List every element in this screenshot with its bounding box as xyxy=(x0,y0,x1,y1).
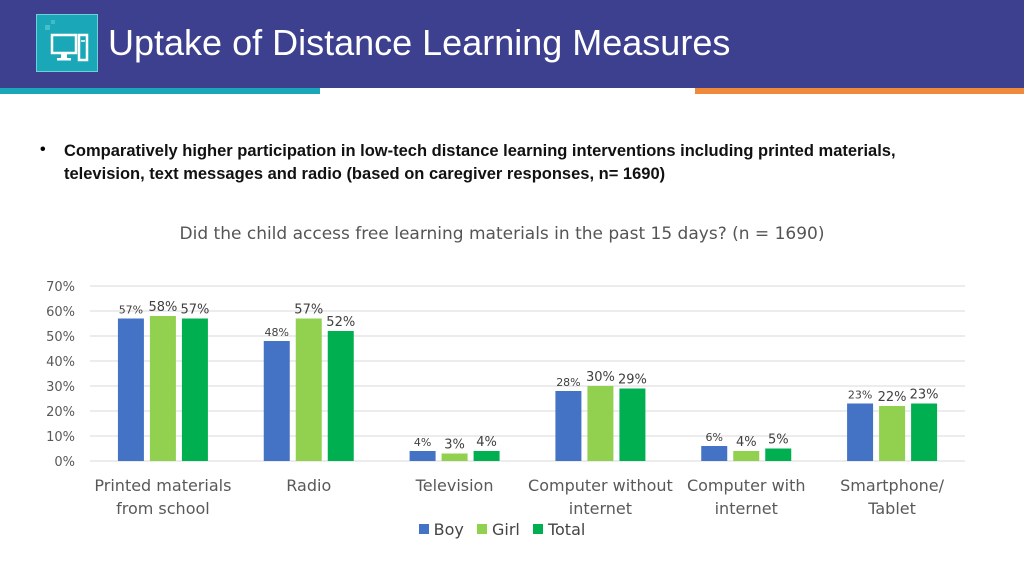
y-tick-label: 30% xyxy=(46,380,75,395)
x-tick-label: Television xyxy=(415,476,494,495)
chart-title: Did the child access free learning mater… xyxy=(179,224,825,244)
legend-swatch-girl xyxy=(476,524,487,534)
accent-bar-left xyxy=(0,88,320,94)
data-label: 30% xyxy=(586,370,615,385)
bar-girl xyxy=(295,318,322,461)
bar-boy xyxy=(263,341,290,461)
x-tick-label: Printed materials xyxy=(94,476,231,495)
data-label: 4% xyxy=(476,435,497,450)
legend-label-boy: Boy xyxy=(433,519,464,539)
x-tick-label: from school xyxy=(116,499,210,518)
data-label: 48% xyxy=(265,326,289,339)
legend-item-boy: Boy xyxy=(418,519,464,539)
legend-label-girl: Girl xyxy=(491,519,520,539)
x-tick-label: internet xyxy=(715,499,778,518)
page-title: Uptake of Distance Learning Measures xyxy=(108,22,731,63)
x-tick-label: Computer without xyxy=(528,476,673,495)
data-label: 22% xyxy=(878,390,907,405)
accent-bar-right xyxy=(695,88,1024,94)
legend-item-girl: Girl xyxy=(476,519,520,539)
bar-girl xyxy=(879,406,906,461)
bullet-marker: • xyxy=(40,141,46,158)
bar-girl xyxy=(441,453,468,461)
data-label: 29% xyxy=(618,373,647,388)
bar-boy xyxy=(117,318,144,461)
bar-girl xyxy=(587,386,614,461)
bar-boy xyxy=(555,391,582,461)
computer-monitor-icon xyxy=(45,20,89,62)
data-label: 52% xyxy=(326,315,355,330)
data-label: 4% xyxy=(736,435,757,450)
logo xyxy=(36,14,98,72)
data-label: 23% xyxy=(848,389,872,402)
summary-text: Comparatively higher participation in lo… xyxy=(64,142,896,183)
bar-total xyxy=(765,448,792,461)
bar-total xyxy=(327,331,354,461)
bar-boy xyxy=(409,451,436,461)
bar-total xyxy=(911,403,938,461)
data-label: 57% xyxy=(119,304,143,317)
bar-girl xyxy=(149,316,176,461)
legend-label-total: Total xyxy=(547,519,586,539)
data-label: 57% xyxy=(180,303,209,318)
y-tick-label: 20% xyxy=(46,405,75,420)
legend-swatch-total xyxy=(532,524,543,534)
data-label: 23% xyxy=(910,388,939,403)
y-tick-label: 10% xyxy=(46,430,75,445)
chart-legend: Boy Girl Total xyxy=(0,519,1004,539)
bar-total xyxy=(181,318,208,461)
x-tick-label: Radio xyxy=(286,476,331,495)
bar-total xyxy=(619,388,646,461)
bar-chart: 0%10%20%30%40%50%60%70%57% 58% 57%Printed … xyxy=(46,280,965,518)
data-label: 58% xyxy=(148,300,177,315)
data-label: 57% xyxy=(294,303,323,318)
y-tick-label: 60% xyxy=(46,305,75,320)
data-label: 6% xyxy=(706,431,723,444)
x-tick-label: Smartphone/ xyxy=(840,476,944,495)
legend-swatch-boy xyxy=(418,524,429,534)
x-tick-label: Computer with xyxy=(687,476,806,495)
data-label: 5% xyxy=(768,433,789,448)
x-tick-label: internet xyxy=(569,499,632,518)
y-tick-label: 50% xyxy=(46,330,75,345)
bar-boy xyxy=(701,446,728,461)
data-label: 4% xyxy=(414,436,431,449)
bar-boy xyxy=(847,403,874,461)
header-banner: Uptake of Distance Learning Measures xyxy=(0,0,1024,88)
bar-girl xyxy=(733,451,760,461)
bar-total xyxy=(473,451,500,461)
y-tick-label: 40% xyxy=(46,355,75,370)
data-label: 3% xyxy=(444,438,465,453)
x-tick-label: Tablet xyxy=(867,499,916,518)
y-tick-label: 70% xyxy=(46,280,75,295)
y-tick-label: 0% xyxy=(54,455,75,470)
data-label: 28% xyxy=(556,376,580,389)
legend-item-total: Total xyxy=(532,519,586,539)
